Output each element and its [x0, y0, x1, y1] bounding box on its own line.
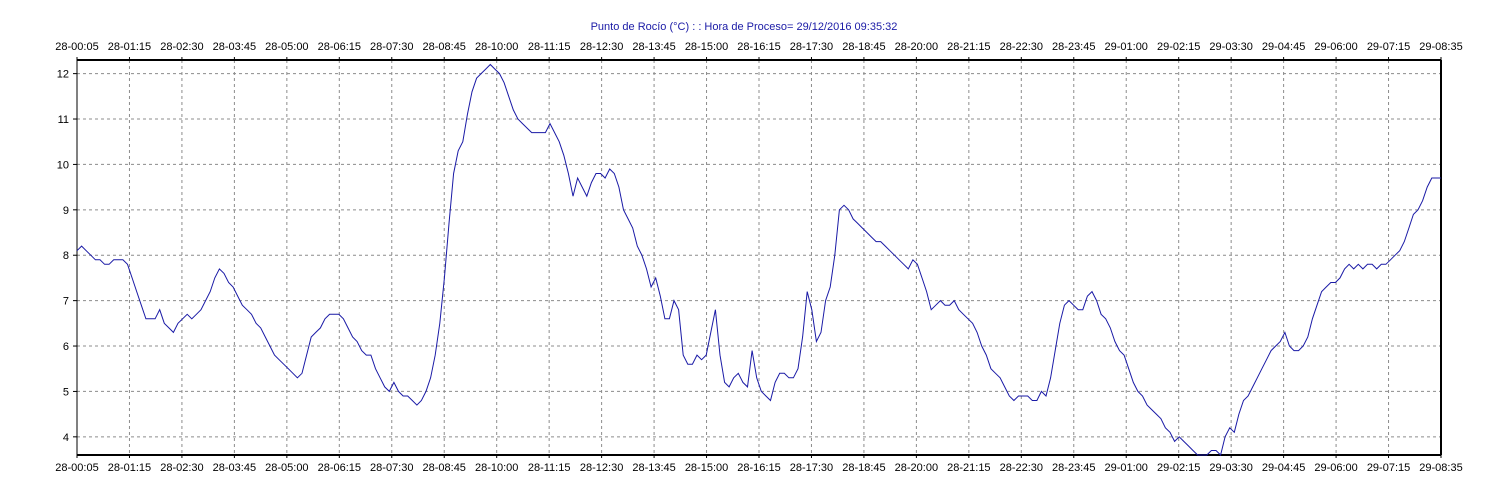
x-tick-label-top: 29-04:45: [1262, 41, 1305, 53]
dew-point-series-line: [76, 63, 1441, 456]
x-tick-label-top: 29-07:15: [1367, 41, 1410, 53]
x-tick-label-bottom: 28-02:30: [160, 462, 203, 474]
y-tick-label: 8: [63, 250, 69, 262]
y-axis-ticks: 4 5 6 7 8 9 10 11 12: [57, 69, 77, 444]
x-tick-label-top: 28-23:45: [1052, 41, 1095, 53]
x-tick-label-top: 29-08:35: [1419, 41, 1462, 53]
x-tick-label-bottom: 28-17:30: [790, 462, 833, 474]
x-tick-label-top: 28-13:45: [632, 41, 675, 53]
x-tick-label-top: 28-07:30: [370, 41, 413, 53]
x-tick-label-bottom: 28-22:30: [1000, 462, 1043, 474]
chart-title: Punto de Rocío (°C) : : Hora de Proceso=…: [591, 21, 898, 33]
y-tick-label: 12: [57, 69, 69, 81]
x-tick-label-bottom: 28-08:45: [423, 462, 466, 474]
x-tick-label-bottom: 29-01:00: [1105, 462, 1148, 474]
x-tick-label-top: 29-01:00: [1105, 41, 1148, 53]
x-tick-label-bottom: 28-23:45: [1052, 462, 1095, 474]
x-tick-label-top: 28-16:15: [737, 41, 780, 53]
x-tick-label-bottom: 28-15:00: [685, 462, 728, 474]
x-tick-label-bottom: 29-02:15: [1157, 462, 1200, 474]
x-tick-label-top: 28-18:45: [842, 41, 885, 53]
y-tick-label: 6: [63, 341, 69, 353]
x-axis-bottom-ticks: 28-00:05 28-01:15 28-02:30 28-03:45 28-05:00…: [55, 455, 1463, 474]
x-axis-top-ticks: 28-00:05 28-01:15 28-02:30 28-03:45 28-05:00…: [55, 41, 1463, 60]
x-tick-label-top: 29-03:30: [1209, 41, 1252, 53]
y-tick-label: 5: [63, 386, 69, 398]
x-tick-label-top: 28-05:00: [265, 41, 308, 53]
x-tick-label-top: 28-03:45: [213, 41, 256, 53]
series-layer: [76, 63, 1441, 456]
x-tick-label-top: 28-08:45: [423, 41, 466, 53]
x-tick-label-top: 28-10:00: [475, 41, 518, 53]
x-tick-label-bottom: 29-08:35: [1419, 462, 1462, 474]
x-tick-label-bottom: 28-11:15: [528, 462, 571, 474]
x-tick-label-top: 28-06:15: [318, 41, 361, 53]
x-tick-label-top: 29-06:00: [1314, 41, 1357, 53]
x-tick-label-top: 28-01:15: [108, 41, 151, 53]
x-tick-label-bottom: 29-04:45: [1262, 462, 1305, 474]
x-tick-label-bottom: 28-20:00: [895, 462, 938, 474]
grid-lines: [77, 60, 1441, 455]
y-tick-label: 9: [63, 205, 69, 217]
x-tick-label-top: 28-17:30: [790, 41, 833, 53]
x-tick-label-top: 28-02:30: [160, 41, 203, 53]
y-tick-label: 10: [57, 159, 69, 171]
x-tick-label-bottom: 29-07:15: [1367, 462, 1410, 474]
x-tick-label-bottom: 28-13:45: [632, 462, 675, 474]
x-tick-label-bottom: 29-06:00: [1314, 462, 1357, 474]
x-tick-label-bottom: 28-10:00: [475, 462, 518, 474]
x-tick-label-top: 28-22:30: [1000, 41, 1043, 53]
y-tick-label: 11: [58, 114, 69, 126]
x-tick-label-bottom: 29-03:30: [1209, 462, 1252, 474]
x-tick-label-bottom: 28-05:00: [265, 462, 308, 474]
x-tick-label-bottom: 28-21:15: [947, 462, 990, 474]
x-tick-label-top: 28-21:15: [947, 41, 990, 53]
y-tick-label: 7: [63, 296, 69, 308]
x-tick-label-bottom: 28-03:45: [213, 462, 256, 474]
x-tick-label-bottom: 28-07:30: [370, 462, 413, 474]
x-tick-label-top: 28-11:15: [528, 41, 571, 53]
y-tick-label: 4: [63, 432, 69, 444]
x-tick-label-top: 28-12:30: [580, 41, 623, 53]
x-tick-label-bottom: 28-18:45: [842, 462, 885, 474]
x-tick-label-bottom: 28-12:30: [580, 462, 623, 474]
x-tick-label-bottom: 28-01:15: [108, 462, 151, 474]
x-tick-label-top: 28-15:00: [685, 41, 728, 53]
x-tick-label-top: 29-02:15: [1157, 41, 1200, 53]
x-tick-label-top: 28-00:05: [55, 41, 98, 53]
x-tick-label-bottom: 28-00:05: [55, 462, 98, 474]
x-tick-label-bottom: 28-16:15: [737, 462, 780, 474]
x-tick-label-bottom: 28-06:15: [318, 462, 361, 474]
x-tick-label-top: 28-20:00: [895, 41, 938, 53]
